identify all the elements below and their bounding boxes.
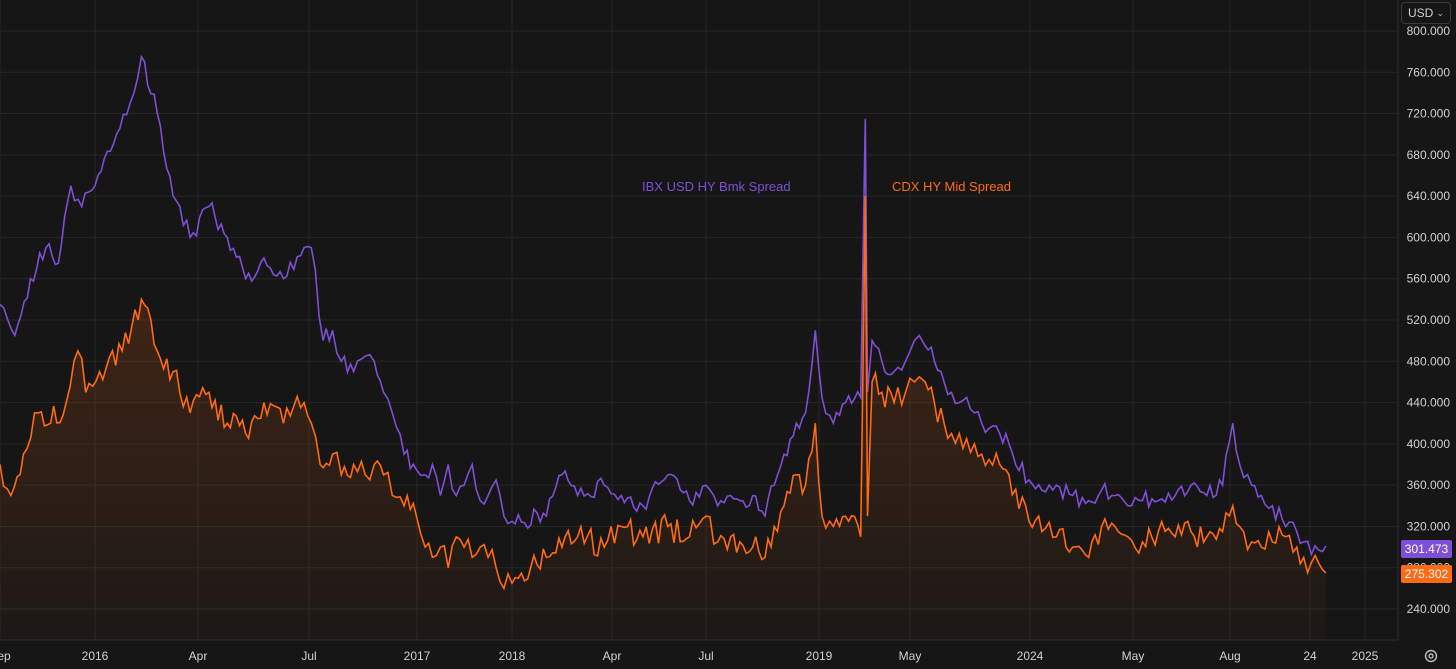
last-value-badge-ibx: 301.473 — [1401, 540, 1452, 558]
currency-label: USD — [1408, 6, 1434, 20]
y-axis: 240.000280.000320.000360.000400.000440.0… — [1407, 24, 1451, 616]
y-tick-label: 800.000 — [1407, 24, 1451, 38]
chevron-down-icon: ⌄ — [1436, 7, 1444, 18]
x-tick-label: May — [899, 649, 922, 663]
svg-text:301.473: 301.473 — [1405, 542, 1449, 556]
x-axis: Sep 2016 Apr Jul 2017 2018 Apr Jul 2019 May 2024 Ma… — [0, 649, 1379, 663]
y-tick-label: 560.000 — [1407, 272, 1451, 286]
y-tick-label: 360.000 — [1407, 478, 1451, 492]
x-tick-label: 2025 — [1352, 649, 1379, 663]
y-tick-label: 600.000 — [1407, 230, 1451, 244]
y-tick-label: 400.000 — [1407, 437, 1451, 451]
x-tick-label: Jul — [698, 649, 713, 663]
currency-selector[interactable]: USD ⌄ — [1401, 2, 1451, 24]
series-line-cdx — [0, 196, 1327, 591]
x-tick-label: 2024 — [1017, 649, 1044, 663]
y-tick-label: 240.000 — [1407, 602, 1451, 616]
x-tick-label: May — [1122, 649, 1145, 663]
series-label-cdx: CDX HY Mid Spread — [892, 179, 1011, 194]
last-value-badge-cdx: 275.302 — [1401, 565, 1452, 583]
y-tick-label: 680.000 — [1407, 148, 1451, 162]
x-tick-label: 2017 — [404, 649, 431, 663]
y-tick-label: 640.000 — [1407, 189, 1451, 203]
x-tick-label: 2018 — [499, 649, 526, 663]
x-tick-label: Sep — [0, 649, 11, 663]
svg-text:275.302: 275.302 — [1405, 567, 1449, 581]
y-tick-label: 320.000 — [1407, 519, 1451, 533]
y-tick-label: 520.000 — [1407, 313, 1451, 327]
x-tick-label: 24 — [1303, 649, 1317, 663]
x-tick-label: Jul — [301, 649, 316, 663]
y-tick-label: 480.000 — [1407, 354, 1451, 368]
x-tick-label: Apr — [603, 649, 622, 663]
settings-button[interactable] — [1420, 645, 1442, 667]
x-tick-label: 2019 — [806, 649, 833, 663]
y-tick-label: 760.000 — [1407, 65, 1451, 79]
x-tick-label: Apr — [189, 649, 208, 663]
x-tick-label: Aug — [1219, 649, 1240, 663]
y-tick-label: 720.000 — [1407, 107, 1451, 121]
series-label-ibx: IBX USD HY Bmk Spread — [642, 179, 791, 194]
series-line-ibx — [0, 54, 1327, 557]
cdx-area-fill — [0, 196, 1326, 640]
x-tick-label: 2016 — [82, 649, 109, 663]
gear-icon — [1424, 649, 1438, 663]
y-tick-label: 440.000 — [1407, 396, 1451, 410]
